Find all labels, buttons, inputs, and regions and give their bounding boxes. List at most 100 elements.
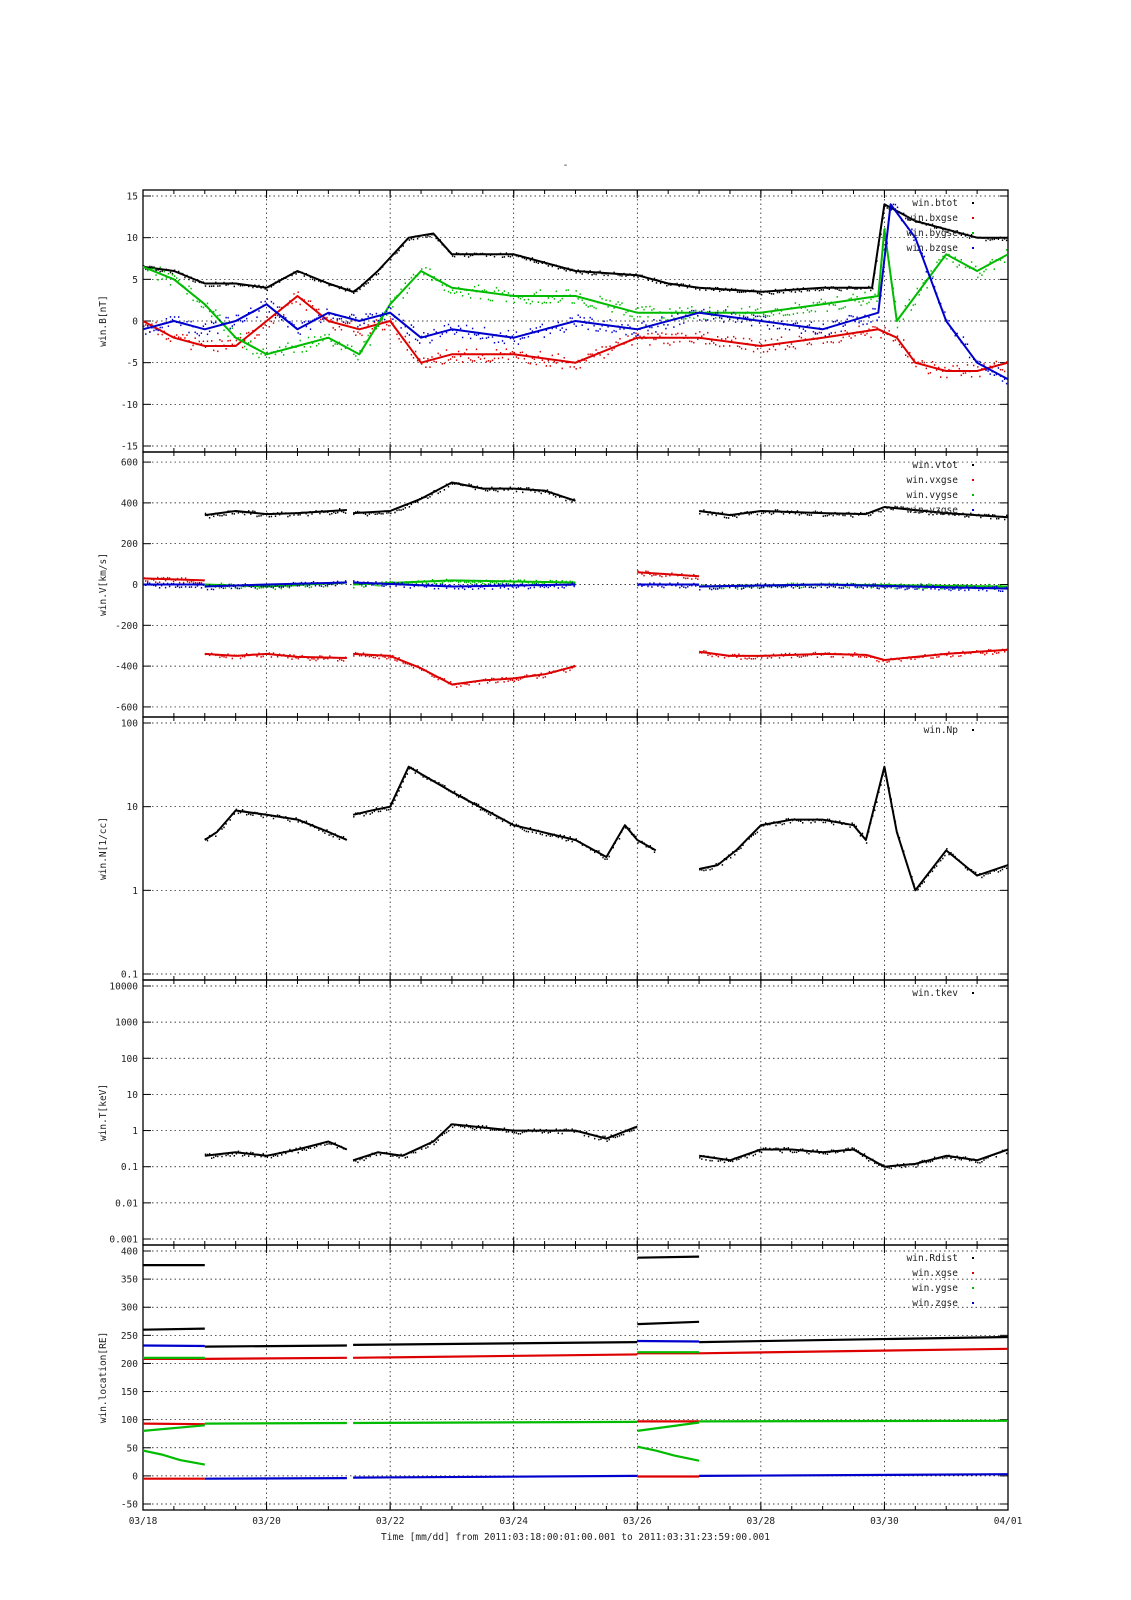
data-point bbox=[999, 375, 1002, 377]
data-point bbox=[617, 342, 619, 344]
data-point bbox=[888, 582, 890, 585]
data-point bbox=[794, 302, 797, 304]
data-point bbox=[467, 800, 470, 803]
data-point bbox=[697, 584, 699, 586]
data-point bbox=[734, 1157, 736, 1159]
data-point bbox=[188, 331, 190, 334]
data-point bbox=[200, 587, 203, 589]
data-point bbox=[770, 312, 773, 314]
data-point bbox=[623, 343, 625, 345]
data-point bbox=[596, 1134, 598, 1137]
data-point bbox=[711, 313, 713, 316]
data-point bbox=[952, 513, 954, 516]
data-point bbox=[493, 290, 496, 293]
data-point bbox=[800, 290, 803, 293]
data-point bbox=[762, 291, 765, 293]
data-point bbox=[553, 1130, 555, 1132]
data-point bbox=[200, 281, 203, 284]
data-point bbox=[974, 585, 976, 588]
data-point bbox=[367, 315, 369, 318]
data-point bbox=[268, 311, 270, 313]
data-point bbox=[907, 227, 909, 229]
data-point bbox=[756, 586, 759, 589]
data-point bbox=[364, 513, 367, 515]
data-point bbox=[241, 809, 244, 811]
data-point bbox=[523, 585, 526, 588]
data-point bbox=[324, 334, 326, 336]
data-point bbox=[559, 496, 561, 498]
data-point bbox=[569, 584, 571, 586]
data-point bbox=[211, 321, 213, 324]
data-point bbox=[948, 513, 950, 516]
data-point bbox=[711, 314, 713, 317]
data-point bbox=[489, 360, 492, 363]
data-point bbox=[153, 329, 155, 332]
data-point bbox=[701, 585, 703, 588]
data-point bbox=[353, 586, 355, 589]
data-point bbox=[499, 587, 502, 589]
data-point bbox=[466, 683, 468, 686]
data-point bbox=[725, 309, 727, 311]
data-point bbox=[425, 236, 427, 238]
data-point bbox=[733, 311, 735, 314]
data-point bbox=[876, 319, 878, 321]
data-point bbox=[868, 514, 870, 517]
data-point bbox=[449, 681, 452, 683]
data-point bbox=[643, 275, 645, 278]
data-point bbox=[525, 333, 528, 335]
data-point bbox=[681, 573, 683, 575]
data-point bbox=[824, 821, 827, 824]
data-point bbox=[699, 651, 701, 654]
data-point bbox=[631, 833, 633, 836]
y-tick-label: 10 bbox=[127, 1090, 139, 1101]
data-point bbox=[481, 354, 484, 357]
data-point bbox=[427, 274, 429, 276]
data-point bbox=[673, 573, 675, 576]
data-point bbox=[689, 575, 691, 577]
data-point bbox=[950, 327, 952, 330]
data-point bbox=[685, 586, 687, 589]
data-point bbox=[736, 586, 739, 588]
data-point bbox=[553, 298, 555, 300]
data-point bbox=[287, 304, 289, 306]
data-point bbox=[435, 582, 438, 585]
data-point bbox=[663, 323, 665, 326]
data-point bbox=[421, 363, 423, 365]
y-tick-label: 0.001 bbox=[109, 1235, 138, 1246]
data-point bbox=[932, 513, 934, 516]
data-point bbox=[291, 322, 293, 325]
data-point bbox=[258, 515, 260, 517]
data-point bbox=[713, 1156, 715, 1158]
series-line bbox=[637, 1339, 700, 1343]
data-point bbox=[577, 359, 579, 362]
data-point bbox=[637, 842, 639, 844]
data-point bbox=[830, 656, 832, 658]
data-point bbox=[778, 327, 781, 330]
data-point bbox=[475, 252, 478, 255]
data-point bbox=[915, 236, 917, 239]
data-point bbox=[283, 315, 285, 318]
data-point bbox=[434, 780, 436, 782]
data-point bbox=[243, 513, 246, 516]
data-point bbox=[746, 658, 748, 660]
data-point bbox=[539, 326, 541, 328]
data-point bbox=[962, 863, 965, 866]
data-point bbox=[313, 318, 316, 321]
data-point bbox=[695, 311, 697, 314]
data-point bbox=[860, 320, 862, 322]
data-point bbox=[440, 783, 442, 786]
data-point bbox=[993, 268, 995, 270]
data-point bbox=[553, 325, 555, 328]
data-point bbox=[503, 818, 506, 821]
data-point bbox=[153, 584, 155, 587]
data-point bbox=[822, 583, 824, 586]
data-point bbox=[695, 288, 697, 290]
data-point bbox=[551, 354, 553, 357]
data-point bbox=[398, 313, 400, 316]
data-point bbox=[473, 333, 476, 336]
data-point bbox=[946, 319, 948, 322]
data-point bbox=[521, 828, 524, 830]
data-point bbox=[515, 295, 518, 297]
data-point bbox=[703, 287, 705, 290]
data-point bbox=[611, 349, 613, 351]
